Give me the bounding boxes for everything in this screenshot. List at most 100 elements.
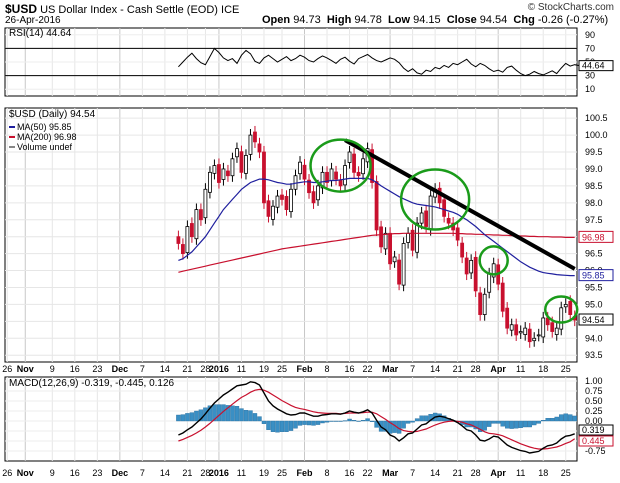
x-tick-label: 22 (363, 364, 373, 374)
macd-tick-label: 0.00 (585, 416, 603, 426)
legend-item: MA(200) 96.98 (17, 132, 77, 142)
x-tick-label: 21 (182, 468, 192, 478)
x-tick-label: Feb (297, 468, 314, 478)
macd-histogram-bar (266, 420, 271, 431)
x-tick-label: 11 (237, 364, 246, 374)
macd-histogram-bar (311, 420, 316, 426)
macd-histogram-bar (234, 406, 240, 422)
macd-histogram-bar (189, 412, 195, 422)
candle-body (212, 165, 217, 174)
candle-body (352, 153, 356, 173)
legend-item: MA(50) 95.85 (17, 122, 72, 132)
candle-body (374, 181, 379, 231)
close-value: 94.54 (479, 14, 508, 26)
macd-histogram-bar (527, 420, 532, 428)
high-value: 94.78 (354, 14, 382, 26)
macd-histogram-bar (536, 420, 541, 424)
macd-histogram-bar (351, 420, 357, 422)
macd-histogram-bar (423, 415, 429, 422)
macd-tick-label: 0.75 (585, 386, 603, 396)
candle-body (428, 195, 433, 230)
price-panel-frame (4, 107, 578, 363)
macd-histogram-bar (554, 416, 559, 422)
candle-body (392, 256, 397, 263)
candle-body (491, 263, 496, 278)
price-last-label: 94.54 (582, 315, 605, 325)
candle-body (406, 232, 411, 243)
x-tick-label: 23 (92, 468, 102, 478)
x-tick-label: 21 (453, 468, 463, 478)
candle-body (347, 151, 352, 163)
rsi-last-label: 44.64 (582, 61, 605, 71)
x-tick-label: 9 (50, 468, 55, 478)
x-tick-label: 16 (345, 364, 355, 374)
macd-histogram-bar (473, 420, 478, 430)
candle-body (244, 155, 248, 174)
macd-histogram-bar (279, 420, 285, 433)
x-tick-label: 2016 (209, 364, 229, 374)
candle-body (401, 243, 406, 286)
candle-body (379, 226, 383, 248)
candle-body (343, 165, 347, 186)
macd-histogram-bar (243, 410, 249, 422)
candle-body (518, 331, 523, 334)
macd-histogram-bar (477, 420, 483, 433)
x-tick-label: Mar (382, 468, 399, 478)
candle-body (190, 223, 194, 238)
candle-body (410, 229, 415, 251)
candle-body (419, 212, 424, 224)
macd-histogram-bar (419, 415, 424, 422)
x-tick-label: 14 (430, 364, 440, 374)
candle-body (482, 293, 487, 315)
candle-body (320, 171, 325, 189)
chg-value: -0.26 (-0.27%) (537, 14, 609, 26)
macd-histogram-bar (504, 420, 510, 429)
chart-date: 26-Apr-2016 (5, 15, 61, 26)
candle-body (397, 259, 401, 285)
x-tick-label: 7 (410, 468, 415, 478)
annotation-circle (399, 168, 471, 231)
candle-body (280, 194, 284, 200)
candle-body (199, 209, 203, 221)
candle-body (311, 191, 316, 204)
x-tick-label: 9 (50, 364, 55, 374)
candle-body (424, 210, 429, 227)
macd-histogram-bar (293, 420, 298, 429)
candle-body (388, 232, 392, 265)
symbol: $USD (5, 2, 38, 16)
x-tick-label: 19 (259, 364, 269, 374)
macd-tick-label: 0.25 (585, 406, 603, 416)
candle-body (356, 171, 361, 177)
macd-histogram-bar (410, 420, 415, 423)
candle-body (446, 218, 451, 224)
macd-histogram-bar (568, 414, 573, 422)
open-value: 94.73 (293, 14, 321, 26)
candle-body (230, 158, 235, 177)
ma50-line (178, 177, 575, 277)
candle-body (523, 327, 528, 335)
x-tick-label: 26 (2, 364, 12, 374)
candle-body (203, 188, 208, 219)
ma200-line (178, 232, 575, 273)
candle-body (226, 170, 230, 177)
x-tick-label: 16 (345, 468, 355, 478)
x-tick-label: Mar (382, 364, 399, 374)
x-tick-label: Dec (112, 364, 129, 374)
candle-body (253, 131, 257, 143)
candle-body (415, 222, 420, 253)
x-tick-label: 28 (200, 468, 210, 478)
x-tick-label: 28 (200, 364, 210, 374)
x-tick-label: 28 (471, 364, 481, 374)
macd-tick-label: 0.50 (585, 396, 603, 406)
annotation-circle (309, 138, 372, 193)
candle-body (541, 317, 546, 338)
macd-histogram-bar (216, 404, 222, 422)
candle-body (289, 188, 293, 213)
macd-histogram-bar (239, 408, 244, 422)
macd-histogram-bar (320, 420, 325, 424)
macd-histogram-bar (297, 420, 303, 426)
macd-histogram-bar (482, 420, 487, 431)
close-label: Close (446, 14, 477, 26)
macd-histogram-bar (356, 420, 361, 422)
